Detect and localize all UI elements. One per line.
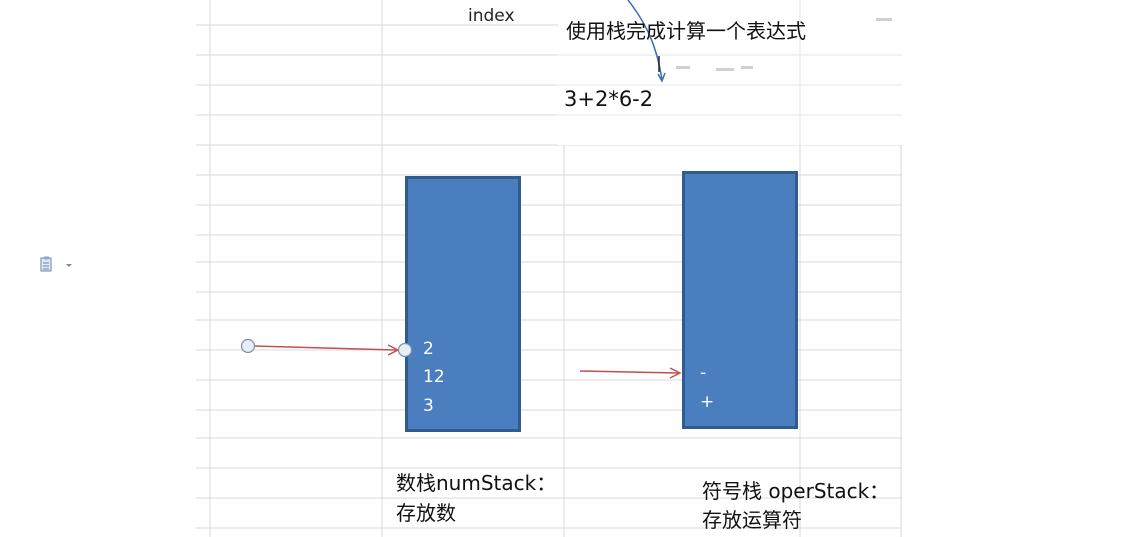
num-stack-label: 数栈numStack： [396, 471, 557, 495]
oper-stack-label: 符号栈 operStack： [702, 479, 890, 503]
expression-text: 3+2*6-2 [564, 87, 654, 111]
paste-options-icon[interactable] [40, 256, 74, 274]
oper-stack-pointer-arrow [579, 367, 682, 379]
oper-stack-description: 存放运算符 [702, 508, 802, 532]
index-label: index [468, 6, 515, 26]
num-stack-item: 3 [423, 396, 434, 416]
oper-stack-item: + [700, 392, 715, 412]
num-stack-item: 12 [423, 367, 445, 387]
arrows-layer [240, 338, 682, 379]
num-stack-box [405, 176, 521, 432]
diagram-title: 使用栈完成计算一个表达式 [566, 19, 806, 43]
num-stack-item: 2 [423, 339, 434, 359]
pen-stroke [627, 0, 663, 81]
num-stack-description: 存放数 [396, 501, 456, 525]
num-stack-pointer-arrow [240, 338, 413, 358]
spreadsheet-area: index 使用栈完成计算一个表达式 3+2*6-2 2 12 3 - + 数栈… [196, 0, 902, 537]
oper-stack-box [682, 171, 798, 429]
oper-stack-item: - [700, 363, 707, 383]
